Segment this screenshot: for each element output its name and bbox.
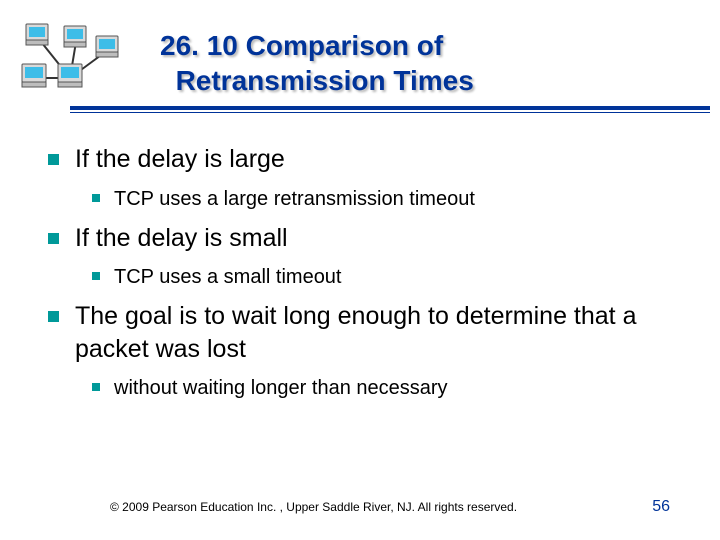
copyright-text: © 2009 Pearson Education Inc. , Upper Sa… xyxy=(110,500,517,514)
slide-body: If the delay is large TCP uses a large r… xyxy=(48,143,680,401)
square-bullet-icon xyxy=(48,233,59,244)
network-computers-icon xyxy=(20,20,120,100)
bullet-level2: TCP uses a small timeout xyxy=(92,264,680,290)
square-bullet-icon xyxy=(92,194,100,202)
square-bullet-icon xyxy=(48,154,59,165)
title-line-1: 26. 10 Comparison of xyxy=(160,30,443,61)
bullet-text: If the delay is small xyxy=(75,222,288,255)
bullet-text: without waiting longer than necessary xyxy=(114,375,448,401)
bullet-text: If the delay is large xyxy=(75,143,285,176)
slide-footer: © 2009 Pearson Education Inc. , Upper Sa… xyxy=(0,498,720,516)
bullet-level1: If the delay is small xyxy=(48,222,680,255)
bullet-level2: TCP uses a large retransmission timeout xyxy=(92,186,680,212)
bullet-level2: without waiting longer than necessary xyxy=(92,375,680,401)
title-rule xyxy=(70,106,680,113)
square-bullet-icon xyxy=(92,272,100,280)
square-bullet-icon xyxy=(48,311,59,322)
bullet-level1: The goal is to wait long enough to deter… xyxy=(48,300,680,365)
bullet-text: TCP uses a large retransmission timeout xyxy=(114,186,475,212)
square-bullet-icon xyxy=(92,383,100,391)
bullet-level1: If the delay is large xyxy=(48,143,680,176)
title-line-2: Retransmission Times xyxy=(176,65,474,96)
rule-thin xyxy=(70,112,710,113)
slide-title: 26. 10 Comparison of Retransmission Time… xyxy=(160,28,680,98)
page-number: 56 xyxy=(652,498,670,516)
bullet-text: TCP uses a small timeout xyxy=(114,264,342,290)
bullet-text: The goal is to wait long enough to deter… xyxy=(75,300,680,365)
slide: 26. 10 Comparison of Retransmission Time… xyxy=(0,0,720,540)
rule-thick xyxy=(70,106,710,110)
slide-header: 26. 10 Comparison of Retransmission Time… xyxy=(40,28,680,113)
